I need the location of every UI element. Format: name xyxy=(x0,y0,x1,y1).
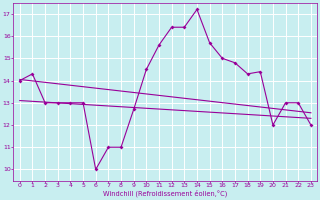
X-axis label: Windchill (Refroidissement éolien,°C): Windchill (Refroidissement éolien,°C) xyxy=(103,190,228,197)
